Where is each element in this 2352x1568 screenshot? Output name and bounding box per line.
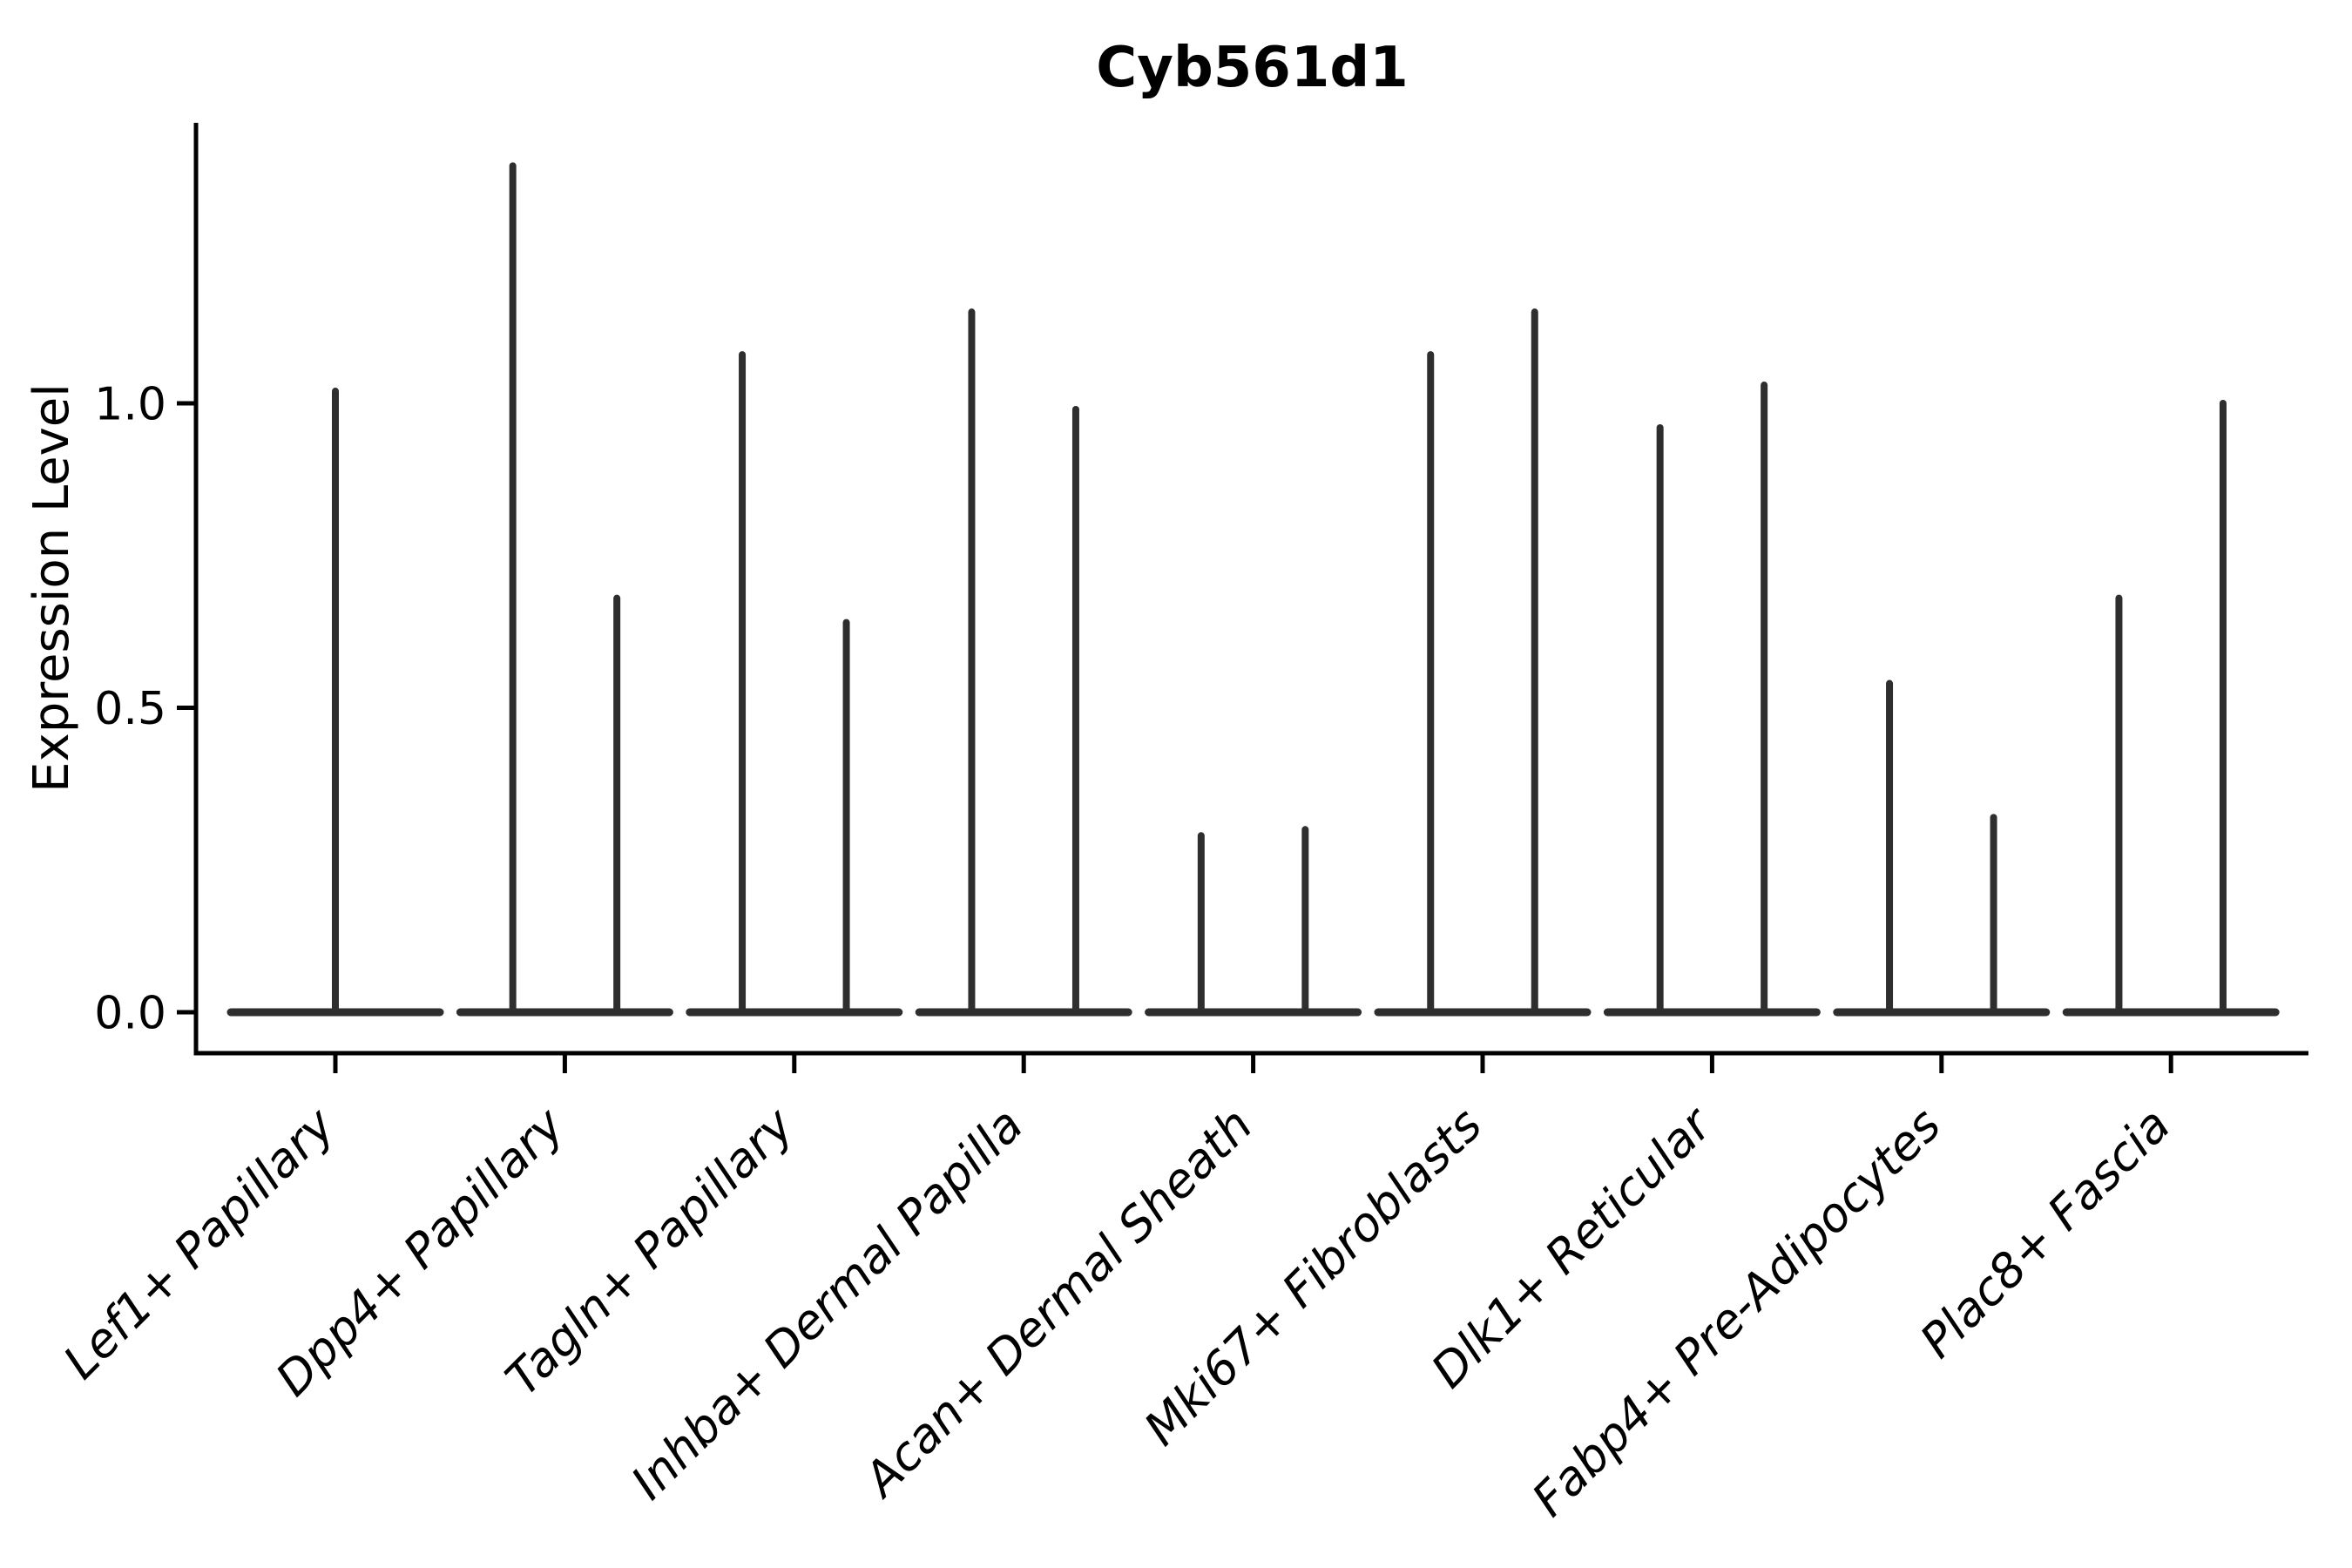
x-tick-label: Inhba+ Dermal Papilla <box>621 1098 1034 1511</box>
x-tick-label: Fabp4+ Pre-Adipocytes <box>1522 1098 1951 1527</box>
x-tick-label: Plac8+ Fascia <box>1909 1098 2180 1369</box>
y-tick-label: 0.0 <box>94 988 166 1040</box>
x-tick-label: Acan+ Dermal Sheath <box>852 1098 1263 1509</box>
y-tick-label: 1.0 <box>94 379 166 431</box>
y-tick-label: 0.5 <box>94 683 166 735</box>
chart-title: Cyb561d1 <box>1096 36 1409 100</box>
